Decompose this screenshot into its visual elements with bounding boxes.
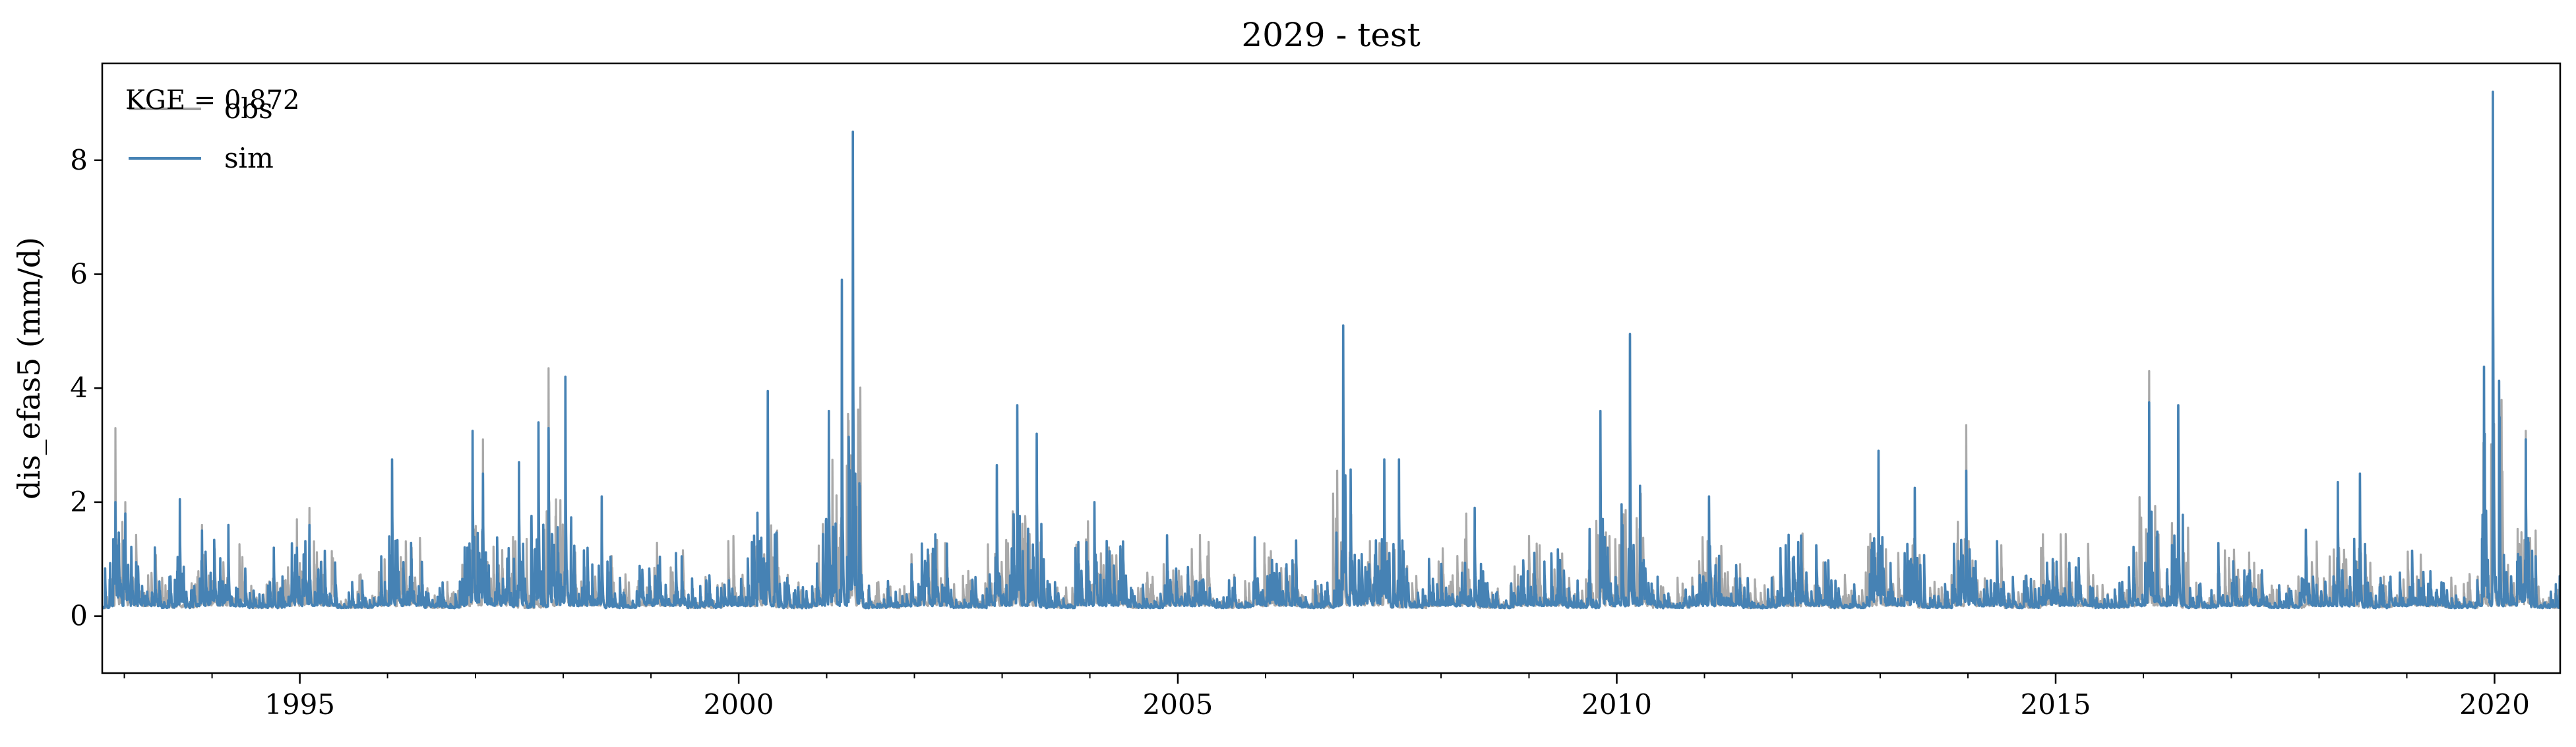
x-tick-label: 1995 [264,688,335,721]
y-axis-label: dis_efas5 (mm/d) [11,237,47,500]
kge-annotation: KGE = 0.872 [125,85,300,115]
x-tick-label: 2000 [704,688,774,721]
x-tick-label: 2020 [2459,688,2530,721]
y-tick-label: 4 [70,372,88,404]
y-tick-label: 8 [70,144,88,176]
plot-frame [101,62,2561,674]
y-tick-label: 2 [70,486,88,518]
x-axis: 1995 2000 2005 2010 2015 2020 [123,673,2530,721]
series-line-obs [102,96,2560,610]
x-tick-label: 2015 [2021,688,2091,721]
x-tick-label: 2010 [1581,688,1652,721]
series-layer [102,90,2560,610]
y-tick-label: 0 [70,600,88,632]
legend-label-obs: obs [224,92,273,125]
y-tick-label: 6 [70,258,88,290]
y-axis: 0 2 4 6 8 [70,144,102,632]
legend: obs sim [129,92,274,174]
legend-label-sim: sim [224,142,274,174]
chart-title: 2029 - test [1241,16,1420,54]
x-tick-label: 2005 [1143,688,1213,721]
series-line-sim [102,90,2560,610]
